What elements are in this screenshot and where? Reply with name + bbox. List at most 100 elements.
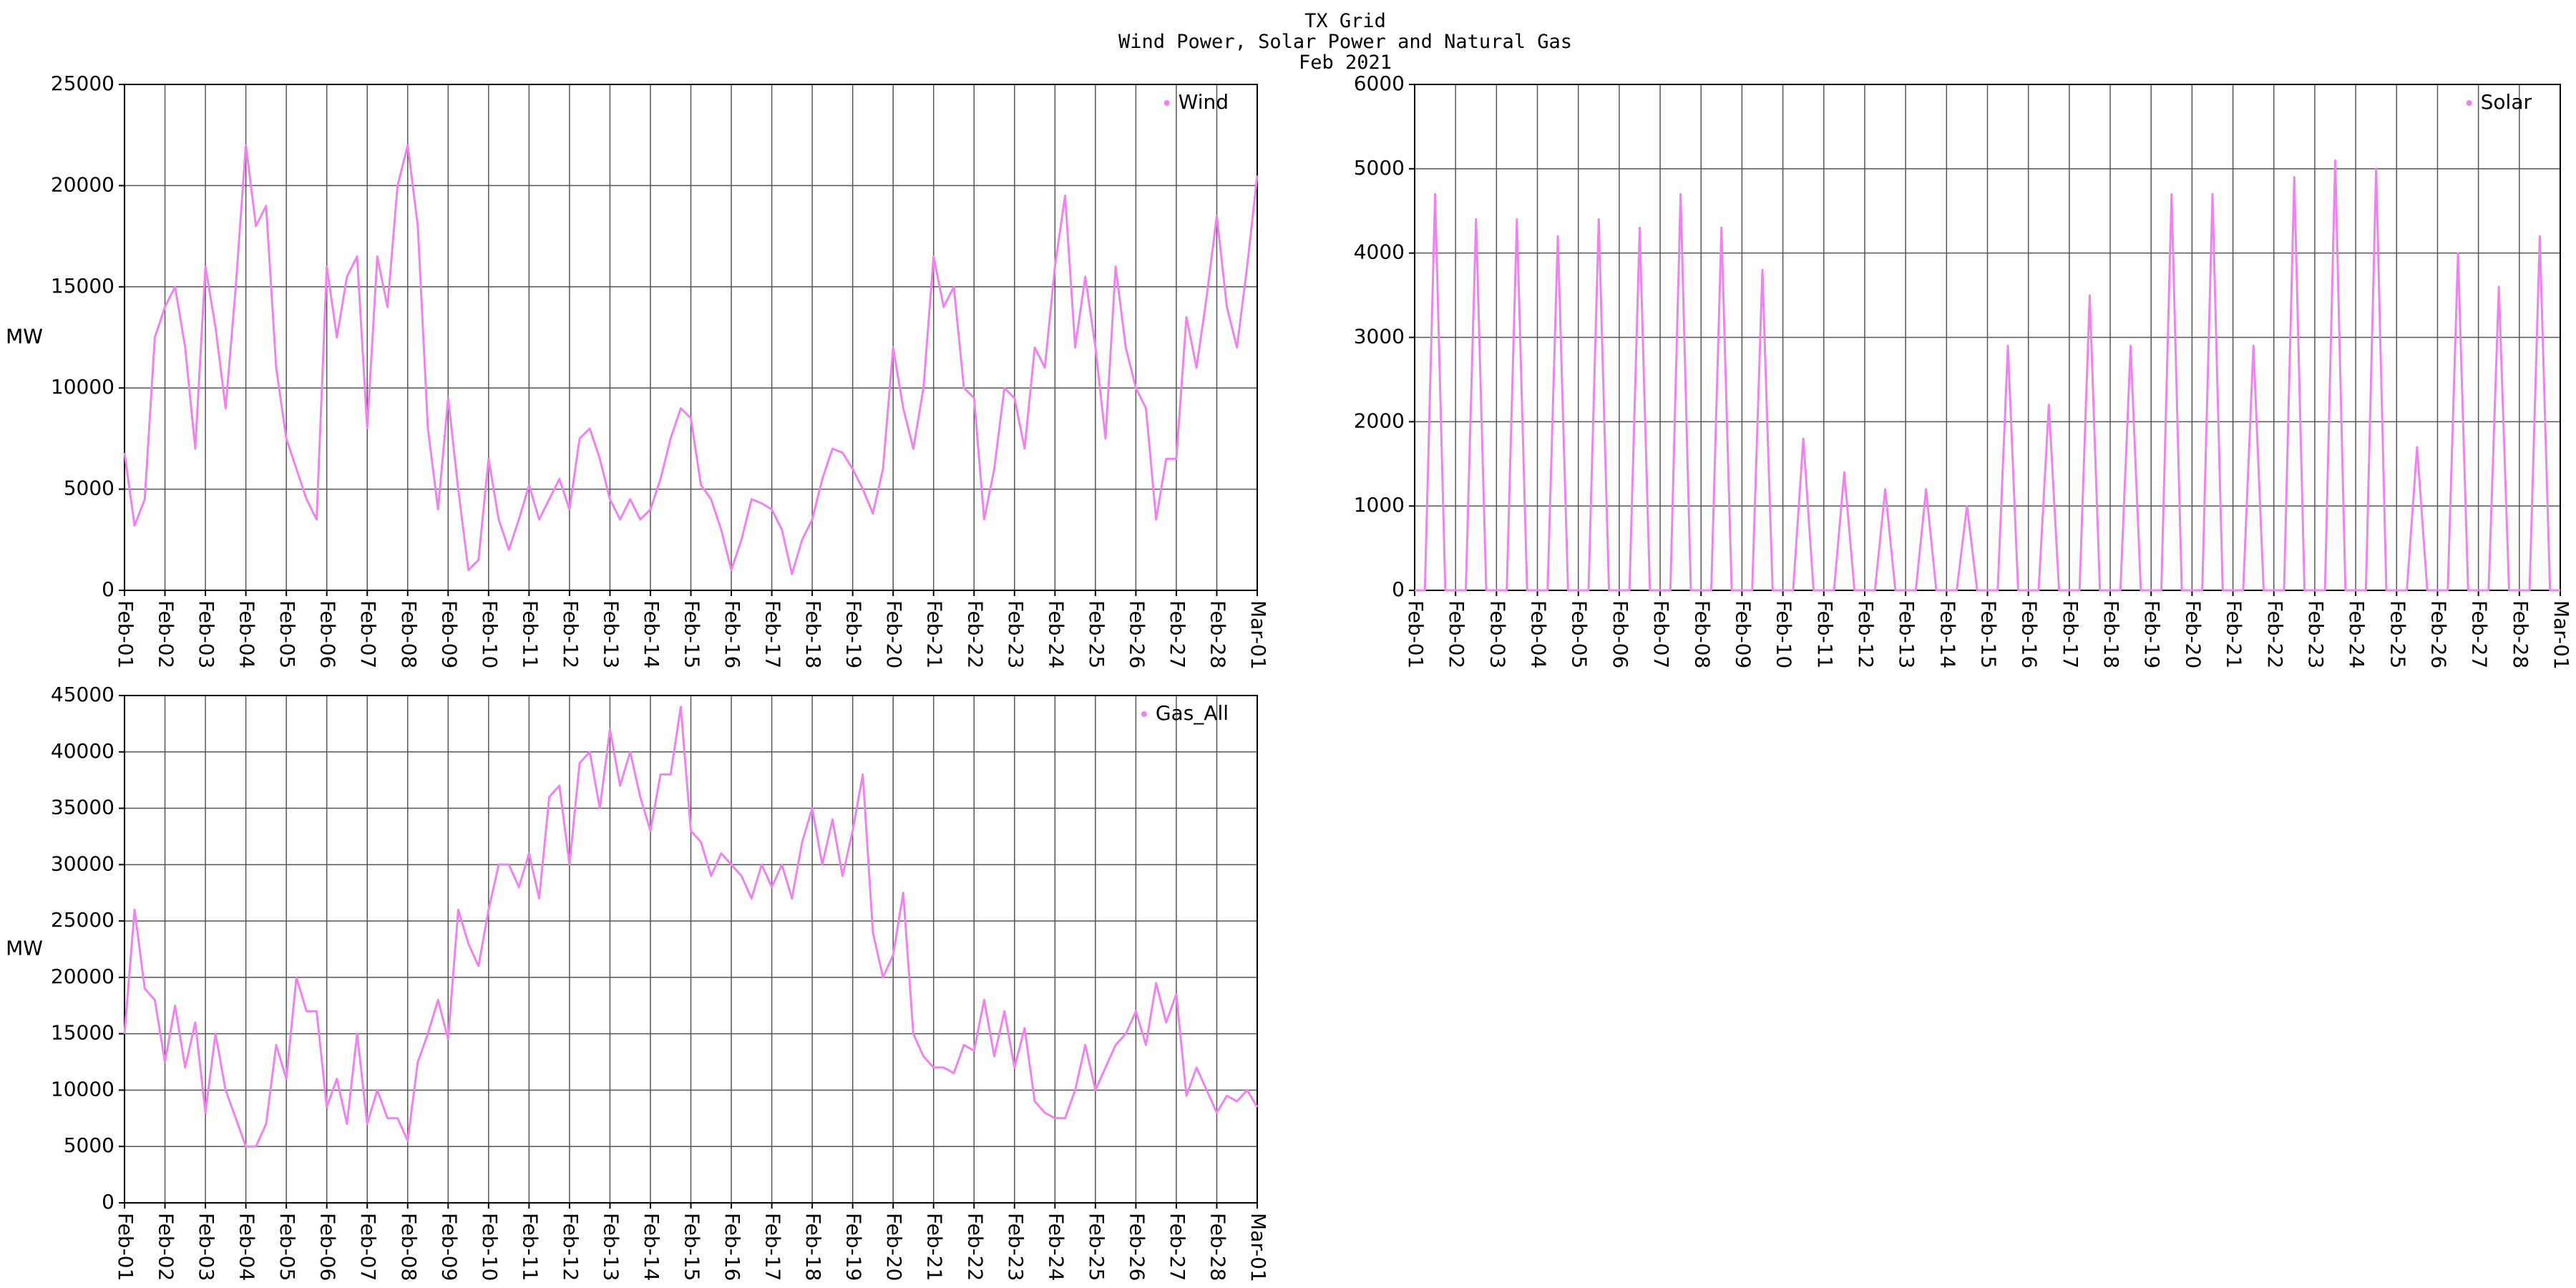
series-line xyxy=(123,144,1259,575)
legend-marker xyxy=(1141,711,1147,717)
y-tick-label: 1000 xyxy=(1354,493,1405,517)
x-tick-label: Feb-12 xyxy=(559,1213,582,1281)
x-tick-label: Feb-22 xyxy=(2263,600,2287,668)
x-tick-label: Feb-11 xyxy=(518,1213,542,1281)
y-axis-label: MW xyxy=(6,325,43,348)
x-tick-label: Feb-11 xyxy=(1813,600,1837,668)
x-tick-label: Feb-08 xyxy=(1690,600,1714,668)
x-tick-label: Feb-02 xyxy=(155,1213,178,1281)
x-tick-label: Feb-26 xyxy=(1125,600,1148,668)
y-tick-label: 6000 xyxy=(1354,72,1405,95)
legend-label: Solar xyxy=(2481,90,2532,114)
y-axis-label: MW xyxy=(6,325,43,348)
y-tick-label: 10000 xyxy=(51,1077,114,1101)
x-tick-label: Feb-04 xyxy=(235,1213,259,1281)
x-tick-label: Feb-24 xyxy=(2345,600,2368,668)
x-tick-label: Feb-10 xyxy=(1772,600,1796,668)
x-tick-label: Feb-04 xyxy=(1527,600,1551,668)
plot-frame xyxy=(124,84,1258,591)
x-tick-label: Feb-18 xyxy=(801,600,825,668)
x-tick-label: Feb-25 xyxy=(2386,600,2409,668)
x-tick-label: Feb-26 xyxy=(2426,600,2450,668)
x-tick-label: Feb-10 xyxy=(478,600,502,668)
legend-label: Wind xyxy=(1179,90,1229,114)
x-tick-label: Feb-11 xyxy=(518,600,542,668)
x-tick-label: Feb-07 xyxy=(1649,600,1673,668)
y-tick-label: 5000 xyxy=(64,1133,114,1157)
x-tick-label: Feb-02 xyxy=(1445,600,1468,668)
y-tick-label: 0 xyxy=(102,1190,114,1214)
series-line xyxy=(1415,159,2560,592)
plot-frame xyxy=(124,695,1258,1204)
x-tick-label: Feb-21 xyxy=(923,1213,947,1281)
x-tick-label: Feb-12 xyxy=(1854,600,1878,668)
x-tick-label: Feb-26 xyxy=(1125,1213,1148,1281)
x-tick-label: Mar-01 xyxy=(1246,600,1270,670)
y-tick-label: 3000 xyxy=(1354,325,1405,348)
legend-marker xyxy=(1163,100,1170,106)
x-tick-label: Feb-06 xyxy=(1609,600,1632,668)
x-tick-label: Feb-08 xyxy=(397,1213,421,1281)
x-tick-label: Feb-27 xyxy=(2468,600,2492,668)
y-tick-label: 40000 xyxy=(51,739,114,763)
x-tick-label: Feb-25 xyxy=(1085,600,1108,668)
x-tick-label: Feb-13 xyxy=(1895,600,1918,668)
y-axis-label: MW xyxy=(6,937,43,960)
x-tick-label: Feb-23 xyxy=(2304,600,2328,668)
x-tick-label: Feb-15 xyxy=(680,1213,704,1281)
y-tick-label: 25000 xyxy=(51,908,114,932)
x-tick-label: Feb-03 xyxy=(195,1213,218,1281)
x-tick-label: Feb-06 xyxy=(316,1213,340,1281)
x-tick-label: Feb-28 xyxy=(2509,600,2532,668)
y-tick-label: 2000 xyxy=(1354,409,1405,432)
x-tick-label: Feb-17 xyxy=(761,1213,785,1281)
x-tick-label: Feb-09 xyxy=(437,1213,461,1281)
x-tick-label: Feb-15 xyxy=(1977,600,2001,668)
x-tick-label: Feb-16 xyxy=(721,1213,744,1281)
x-tick-label: Feb-17 xyxy=(2059,600,2082,668)
x-tick-label: Feb-07 xyxy=(356,1213,380,1281)
y-tick-label: 0 xyxy=(102,577,114,601)
x-tick-label: Feb-06 xyxy=(316,600,340,668)
x-tick-label: Feb-23 xyxy=(1004,600,1028,668)
x-tick-label: Feb-03 xyxy=(1485,600,1509,668)
x-tick-label: Feb-18 xyxy=(2099,600,2123,668)
x-tick-label: Feb-14 xyxy=(640,1213,663,1281)
x-tick-label: Feb-19 xyxy=(842,1213,866,1281)
y-tick-label: 45000 xyxy=(51,683,114,706)
x-tick-label: Feb-02 xyxy=(155,600,178,668)
x-tick-label: Feb-01 xyxy=(114,600,137,668)
x-tick-label: Feb-24 xyxy=(1044,1213,1068,1281)
x-tick-label: Feb-03 xyxy=(195,600,218,668)
series-line xyxy=(123,706,1259,1148)
y-tick-label: 10000 xyxy=(51,375,114,399)
x-tick-label: Feb-18 xyxy=(801,1213,825,1281)
x-tick-label: Feb-13 xyxy=(599,1213,623,1281)
title-line: Feb 2021 xyxy=(1299,52,1392,74)
y-tick-label: 5000 xyxy=(64,477,114,500)
x-tick-label: Feb-10 xyxy=(478,1213,502,1281)
x-tick-label: Feb-16 xyxy=(721,600,744,668)
y-tick-label: 4000 xyxy=(1354,240,1405,264)
x-tick-label: Feb-15 xyxy=(680,600,704,668)
x-tick-label: Feb-05 xyxy=(275,600,299,668)
x-tick-label: Feb-27 xyxy=(1166,1213,1189,1281)
x-tick-label: Feb-22 xyxy=(963,1213,987,1281)
y-tick-label: 15000 xyxy=(51,1021,114,1045)
legend-marker xyxy=(2466,100,2472,106)
y-tick-label: 20000 xyxy=(51,172,114,196)
legend-label: Gas_All xyxy=(1156,701,1229,725)
x-tick-label: Feb-13 xyxy=(599,600,623,668)
x-tick-label: Feb-01 xyxy=(114,1213,137,1281)
y-tick-label: 5000 xyxy=(1354,156,1405,180)
x-tick-label: Feb-22 xyxy=(963,600,987,668)
y-tick-label: 30000 xyxy=(51,852,114,875)
x-tick-label: Feb-23 xyxy=(1004,1213,1028,1281)
y-tick-label: 20000 xyxy=(51,965,114,988)
x-tick-label: Feb-17 xyxy=(761,600,785,668)
x-tick-label: Mar-01 xyxy=(2550,600,2573,670)
x-tick-label: Feb-14 xyxy=(640,600,663,668)
x-tick-label: Feb-19 xyxy=(2140,600,2164,668)
